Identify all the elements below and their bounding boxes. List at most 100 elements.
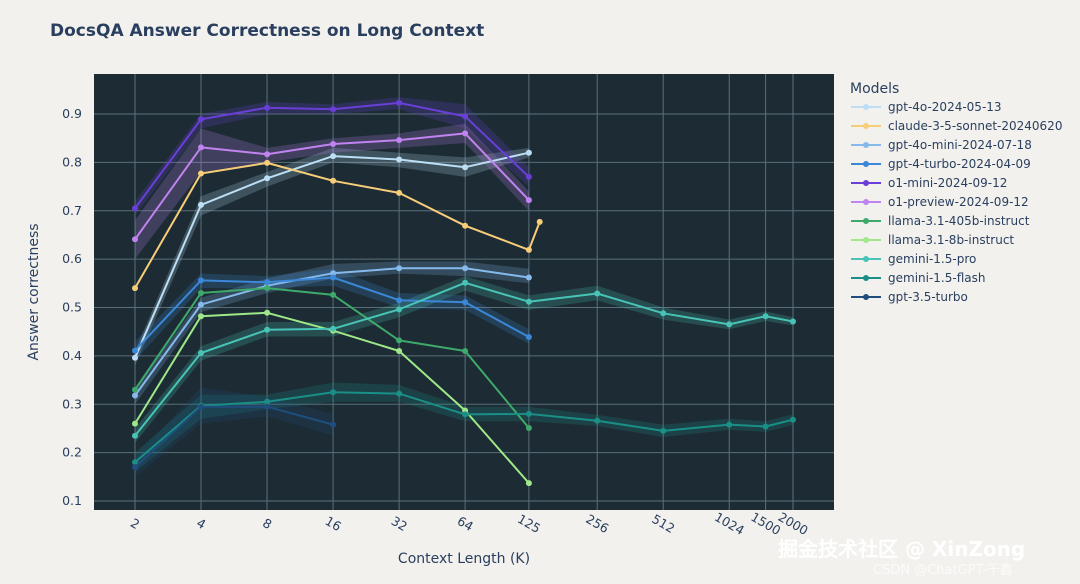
legend-item-o1-preview-2024-09-12[interactable]: o1-preview-2024-09-12: [851, 195, 1029, 209]
point-o1-mini-2024-09-12: [525, 173, 532, 180]
point-o1-preview-2024-09-12: [330, 141, 337, 147]
legend-label: o1-preview-2024-09-12: [888, 195, 1029, 209]
point-claude-3-5-sonnet-20240620: [264, 159, 271, 166]
legend-item-o1-mini-2024-09-12[interactable]: o1-mini-2024-09-12: [851, 176, 1007, 190]
legend-marker-swatch: [863, 142, 869, 148]
y-axis-ticks: 0.1 0.2 0.3 0.4 0.5 0.6 0.7 0.8 0.9: [62, 106, 82, 508]
line-gemini-1-5-pro: [134, 281, 794, 437]
point-gpt-4-turbo-2024-04-09: [396, 297, 403, 304]
point-claude-3-5-sonnet-20240620: [536, 218, 543, 225]
point-gpt-4o-2024-05-13: [462, 164, 469, 171]
point-gemini-1-5-flash: [762, 423, 769, 430]
legend-marker-swatch: [863, 161, 869, 167]
y-tick-label: 0.1: [62, 493, 82, 508]
line-gemini-1-5-flash: [134, 391, 794, 464]
y-tick-label: 0.9: [62, 106, 82, 121]
point-gpt-4o-mini-2024-07-18: [132, 392, 138, 399]
point-llama-3-1-8b-instruct: [525, 480, 532, 487]
point-llama-3-1-405b-instruct: [330, 291, 337, 298]
point-claude-3-5-sonnet-20240620: [396, 189, 403, 196]
point-o1-preview-2024-09-12: [462, 130, 469, 137]
point-o1-mini-2024-09-12: [396, 99, 403, 106]
x-tick-label: 512: [649, 511, 677, 536]
legend-item-claude-3-5-sonnet-20240620[interactable]: claude-3-5-sonnet-20240620: [851, 119, 1062, 133]
legend-label: gpt-4o-mini-2024-07-18: [888, 138, 1032, 152]
point-o1-mini-2024-09-12: [198, 116, 204, 123]
point-llama-3-1-8b-instruct: [396, 348, 403, 354]
y-tick-label: 0.6: [62, 251, 82, 266]
point-gpt-4o-mini-2024-07-18: [462, 265, 469, 272]
legend-item-gpt-4-turbo-2024-04-09[interactable]: gpt-4-turbo-2024-04-09: [851, 157, 1031, 171]
watermark-primary: 掘金技术社区 @ XinZong: [778, 537, 1025, 561]
legend-marker-swatch: [863, 275, 869, 281]
y-tick-label: 0.3: [62, 396, 82, 411]
legend-label: llama-3.1-405b-instruct: [888, 214, 1030, 228]
point-gpt-4o-2024-05-13: [330, 153, 337, 160]
point-llama-3-1-405b-instruct: [198, 290, 204, 296]
point-gemini-1-5-flash: [132, 459, 138, 466]
x-axis-title: Context Length (K): [398, 551, 530, 567]
y-tick-label: 0.7: [62, 203, 82, 218]
point-gemini-1-5-flash: [462, 411, 469, 418]
legend-marker-swatch: [863, 123, 869, 129]
watermark-secondary: CSDN @ChatGPT-千鑫: [873, 562, 1013, 578]
legend-item-gpt-4o-2024-05-13[interactable]: gpt-4o-2024-05-13: [851, 100, 1002, 114]
point-gemini-1-5-flash: [660, 427, 667, 434]
legend-item-gpt-4o-mini-2024-07-18[interactable]: gpt-4o-mini-2024-07-18: [851, 138, 1032, 152]
point-claude-3-5-sonnet-20240620: [525, 246, 532, 253]
point-o1-mini-2024-09-12: [330, 106, 337, 113]
point-llama-3-1-8b-instruct: [198, 313, 204, 320]
point-llama-3-1-405b-instruct: [525, 425, 532, 431]
legend-item-gemini-1-5-flash[interactable]: gemini-1.5-flash: [851, 271, 985, 285]
x-tick-label: 1500: [748, 509, 783, 538]
grid: [94, 74, 834, 510]
x-tick-label: 8: [260, 515, 274, 532]
point-gpt-4o-2024-05-13: [132, 354, 138, 361]
legend-item-gpt-3-5-turbo[interactable]: gpt-3.5-turbo: [851, 290, 968, 304]
legend-marker-swatch: [863, 180, 869, 186]
point-gpt-4-turbo-2024-04-09: [132, 347, 138, 354]
point-gemini-1-5-pro: [198, 350, 204, 356]
point-o1-preview-2024-09-12: [198, 144, 204, 151]
chart-title: DocsQA Answer Correctness on Long Contex…: [50, 21, 484, 41]
legend-item-llama-3-1-8b-instruct[interactable]: llama-3.1-8b-instruct: [851, 233, 1014, 247]
point-llama-3-1-8b-instruct: [132, 420, 138, 427]
legend-label: gpt-4o-2024-05-13: [888, 100, 1002, 114]
point-gemini-1-5-flash: [790, 416, 796, 423]
legend-item-llama-3-1-405b-instruct[interactable]: llama-3.1-405b-instruct: [851, 214, 1030, 228]
y-axis-title: Answer correctness: [26, 223, 42, 360]
legend-label: gemini-1.5-pro: [888, 252, 976, 266]
x-tick-label: 256: [583, 511, 611, 536]
point-gpt-4o-mini-2024-07-18: [330, 270, 337, 277]
legend-marker-swatch: [863, 256, 869, 262]
y-tick-label: 0.2: [62, 445, 82, 460]
x-tick-label: 4: [194, 515, 208, 532]
point-gpt-4o-2024-05-13: [264, 175, 271, 182]
point-gpt-4-turbo-2024-04-09: [525, 334, 532, 340]
point-gemini-1-5-flash: [330, 389, 337, 396]
point-o1-preview-2024-09-12: [525, 197, 532, 204]
legend-marker-swatch: [863, 294, 869, 300]
point-o1-mini-2024-09-12: [264, 104, 271, 111]
point-o1-mini-2024-09-12: [462, 113, 469, 120]
point-llama-3-1-405b-instruct: [462, 348, 469, 354]
point-gemini-1-5-pro: [594, 290, 601, 297]
point-gemini-1-5-pro: [330, 325, 337, 332]
point-llama-3-1-405b-instruct: [396, 337, 403, 344]
point-gemini-1-5-pro: [762, 313, 769, 320]
point-gemini-1-5-flash: [396, 390, 403, 397]
point-gemini-1-5-pro: [462, 279, 469, 286]
point-gpt-3-5-turbo: [198, 403, 204, 410]
point-llama-3-1-405b-instruct: [132, 386, 138, 393]
legend: gpt-4o-2024-05-13 claude-3-5-sonnet-20240…: [851, 100, 1062, 304]
point-claude-3-5-sonnet-20240620: [132, 285, 138, 292]
x-tick-label: 32: [389, 513, 410, 534]
point-gemini-1-5-flash: [594, 417, 601, 424]
legend-item-gemini-1-5-pro[interactable]: gemini-1.5-pro: [851, 252, 976, 266]
x-tick-label: 125: [515, 511, 543, 536]
legend-label: gpt-3.5-turbo: [888, 290, 968, 304]
band-o1-preview-2024-09-12: [135, 123, 529, 260]
point-gpt-4o-2024-05-13: [525, 149, 532, 156]
